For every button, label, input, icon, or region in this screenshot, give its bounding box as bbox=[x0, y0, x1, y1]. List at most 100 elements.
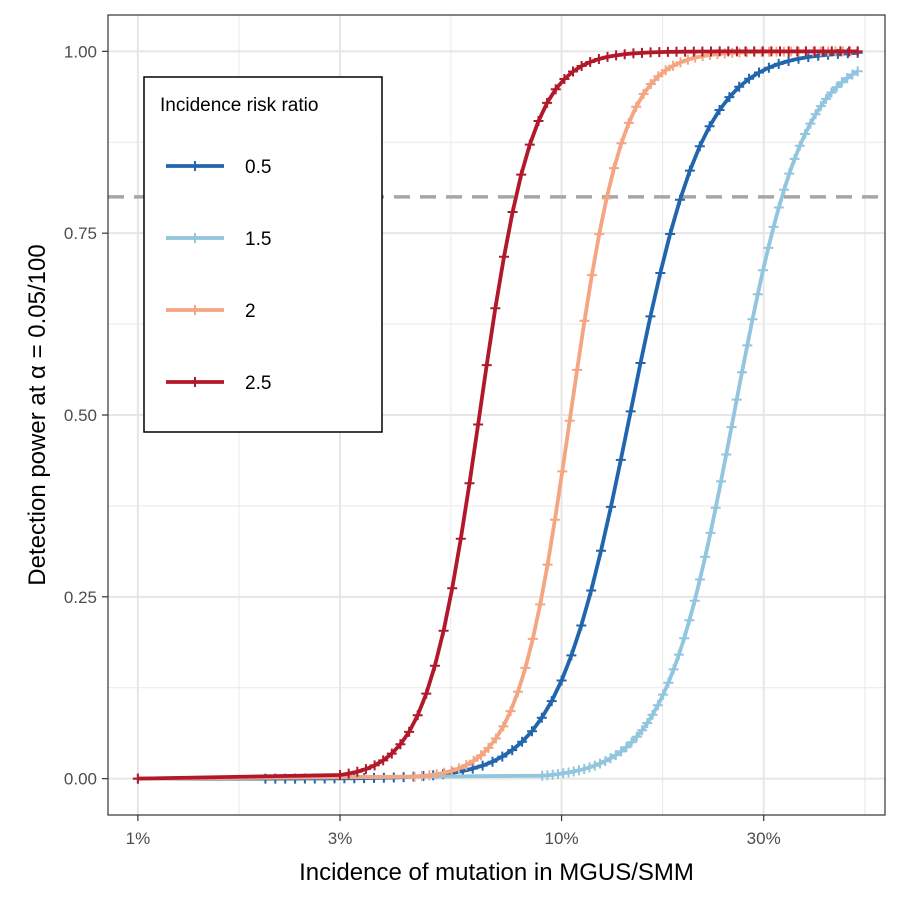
series-point bbox=[668, 60, 679, 71]
series-point bbox=[665, 229, 676, 239]
series-point bbox=[576, 620, 587, 631]
series-point bbox=[605, 753, 616, 764]
series-point bbox=[675, 57, 686, 68]
series-point bbox=[586, 270, 597, 281]
series-point bbox=[559, 74, 570, 84]
series-point bbox=[626, 737, 637, 748]
series-point bbox=[589, 760, 600, 771]
series-point bbox=[564, 415, 575, 426]
series-point bbox=[568, 766, 579, 777]
series-point bbox=[572, 364, 583, 375]
series-point bbox=[642, 718, 653, 728]
legend-item-0.5: 0.5 bbox=[166, 157, 271, 178]
legend-box bbox=[143, 76, 383, 433]
series-point bbox=[638, 88, 649, 99]
series-point bbox=[658, 689, 669, 700]
series-point bbox=[429, 660, 440, 671]
series-point bbox=[706, 46, 716, 57]
series-point bbox=[602, 51, 613, 62]
series-point bbox=[689, 595, 700, 606]
y-tick-label: 1.00 bbox=[64, 42, 97, 61]
series-point bbox=[754, 67, 764, 78]
series-point bbox=[815, 101, 826, 112]
series-point bbox=[789, 153, 800, 164]
series-point bbox=[783, 46, 794, 57]
series-point bbox=[740, 46, 751, 57]
series-point bbox=[499, 251, 509, 262]
series-point bbox=[805, 118, 816, 129]
legend-label: 1.5 bbox=[245, 229, 271, 250]
series-point bbox=[710, 502, 721, 513]
series-point bbox=[468, 755, 479, 766]
series-point bbox=[731, 46, 742, 57]
series-point bbox=[810, 109, 821, 120]
legend-item-2: 2 bbox=[166, 301, 256, 322]
series-point bbox=[675, 194, 685, 205]
y-axis: 0.00 0.25 0.50 0.75 1.00 bbox=[64, 42, 108, 789]
series-point bbox=[716, 476, 726, 487]
series-point bbox=[568, 66, 578, 77]
legend-label: 2.5 bbox=[245, 373, 271, 394]
series-point bbox=[453, 763, 464, 774]
series-point bbox=[619, 49, 630, 60]
series-point bbox=[637, 47, 647, 58]
series-point bbox=[784, 168, 795, 179]
series-point bbox=[446, 765, 457, 776]
legend-item-1.5: 1.5 bbox=[166, 229, 271, 250]
series-point bbox=[663, 677, 674, 688]
series-point bbox=[497, 751, 508, 762]
series-point bbox=[542, 97, 553, 108]
series-point bbox=[645, 79, 656, 89]
series-point bbox=[600, 756, 611, 767]
series-point bbox=[847, 69, 858, 80]
series-point bbox=[623, 117, 634, 128]
series-point bbox=[132, 773, 143, 784]
series-point bbox=[758, 265, 768, 276]
series-point bbox=[694, 574, 705, 585]
series-point bbox=[826, 87, 837, 98]
series-2.5 bbox=[132, 46, 863, 784]
series-point bbox=[517, 736, 528, 747]
series-point bbox=[673, 649, 684, 660]
series-point bbox=[721, 449, 732, 460]
series-point bbox=[610, 750, 621, 761]
series-point bbox=[635, 358, 646, 368]
series-point bbox=[431, 769, 442, 780]
legend-key-point bbox=[190, 161, 200, 171]
y-tick-label: 0.25 bbox=[64, 588, 97, 607]
series-point bbox=[369, 760, 380, 771]
series-point bbox=[579, 315, 590, 326]
x-axis: 1% 3% 10% 30% bbox=[126, 815, 781, 848]
series-point bbox=[842, 73, 853, 84]
series-point bbox=[662, 46, 673, 57]
series-point bbox=[550, 84, 561, 95]
series-point bbox=[705, 527, 716, 538]
series-point bbox=[490, 303, 501, 314]
series-point bbox=[818, 46, 829, 57]
series-point bbox=[631, 731, 642, 742]
series-point bbox=[533, 116, 544, 126]
series-point bbox=[684, 165, 695, 176]
series-point bbox=[546, 696, 557, 707]
series-point bbox=[680, 46, 691, 57]
series-point bbox=[792, 46, 803, 57]
series-point bbox=[723, 46, 734, 57]
series-point bbox=[557, 466, 568, 477]
series-point bbox=[507, 745, 518, 756]
series-point bbox=[439, 767, 450, 778]
series-point bbox=[556, 675, 567, 686]
series-point bbox=[766, 46, 777, 57]
legend-title: Incidence risk ratio bbox=[160, 95, 318, 116]
series-point bbox=[763, 62, 774, 73]
series-point bbox=[487, 756, 498, 767]
series-point bbox=[574, 765, 584, 776]
series-point bbox=[652, 700, 663, 711]
series-point bbox=[513, 686, 523, 697]
series-point bbox=[505, 706, 516, 717]
series-point bbox=[566, 650, 577, 661]
series-point bbox=[653, 71, 664, 82]
legend-key-point bbox=[190, 377, 200, 387]
series-point bbox=[386, 748, 397, 759]
series-point bbox=[684, 615, 695, 626]
series-point bbox=[549, 514, 560, 525]
